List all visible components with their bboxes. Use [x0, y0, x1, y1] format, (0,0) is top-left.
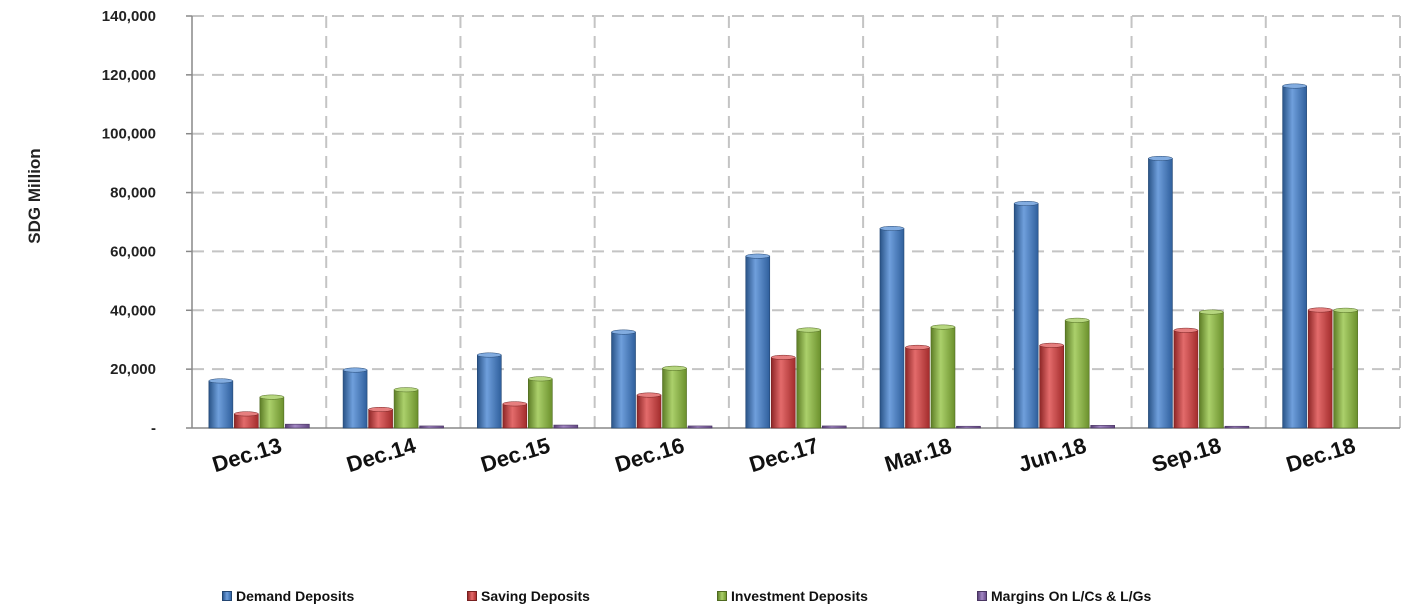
bar-saving-deposits [770, 357, 796, 429]
y-axis-label: SDG Million [25, 148, 44, 243]
bar-margins-on-l-cs-l-gs [821, 425, 847, 429]
bar-top-cap [208, 378, 234, 384]
bar-top-cap [879, 226, 905, 231]
bar-top-cap [1039, 342, 1064, 348]
y-tick-label: 100,000 [102, 126, 156, 143]
x-tick-label: Mar.18 [882, 433, 955, 477]
bar-saving-deposits [502, 403, 528, 429]
legend-label: Investment Deposits [731, 588, 868, 604]
bar-top-cap [393, 387, 419, 393]
bar-top-cap [662, 365, 687, 371]
bar-top-cap [1173, 327, 1199, 333]
bar-investment-deposits [1199, 311, 1224, 429]
bar-margins-on-l-cs-l-gs [1090, 425, 1115, 429]
bar-demand-deposits [879, 228, 905, 429]
bar-investment-deposits [393, 389, 419, 429]
x-tick-label: Dec.18 [1283, 433, 1358, 478]
bar-investment-deposits [1333, 309, 1358, 429]
bar-top-cap [528, 376, 553, 382]
bar-saving-deposits [1173, 329, 1199, 429]
y-tick-label: 60,000 [110, 243, 156, 260]
bar-top-cap [368, 407, 393, 412]
bar-demand-deposits [611, 331, 636, 429]
legend: Demand Deposits Saving Deposits Investment… [222, 588, 1177, 604]
bar-top-cap [745, 253, 770, 259]
legend-item: Margins On L/Cs & L/Gs [977, 588, 1177, 604]
bar-investment-deposits [259, 396, 285, 429]
legend-item: Demand Deposits [222, 588, 467, 604]
x-tick-label: Sep.18 [1149, 433, 1224, 478]
bar-margins-on-l-cs-l-gs [687, 425, 713, 429]
bar-saving-deposits [1307, 309, 1333, 429]
y-tick-label: 120,000 [102, 67, 156, 84]
legend-label: Margins On L/Cs & L/Gs [991, 588, 1152, 604]
x-tick-label: Dec.13 [209, 433, 284, 478]
bar-top-cap [611, 329, 636, 335]
legend-label: Demand Deposits [236, 588, 355, 604]
bar-demand-deposits [745, 255, 771, 429]
bar-demand-deposits [342, 369, 368, 429]
x-tick-label: Dec.17 [746, 433, 821, 478]
bar-demand-deposits [1282, 85, 1307, 429]
bar-demand-deposits [1148, 158, 1173, 429]
legend-label: Saving Deposits [481, 588, 590, 604]
bar-top-cap [1013, 201, 1039, 206]
axes [186, 15, 1400, 429]
bar-investment-deposits [1064, 319, 1090, 429]
bar-saving-deposits [905, 347, 930, 429]
bar-top-cap [1282, 83, 1307, 89]
x-tick-label: Dec.16 [612, 433, 687, 478]
x-tick-label: Jun.18 [1015, 433, 1089, 477]
bar-demand-deposits [208, 380, 234, 429]
bar-top-cap [1064, 317, 1090, 323]
x-tick-labels: Dec.13 Dec.14 Dec.15 Dec.16 Dec.17 Mar.18 Jun.… [209, 432, 1358, 477]
bar-investment-deposits [796, 329, 822, 429]
bar-top-cap [771, 354, 796, 360]
bar-top-cap [477, 352, 502, 358]
bar-margins-on-l-cs-l-gs [956, 425, 981, 429]
bar-margins-on-l-cs-l-gs [285, 423, 310, 429]
bar-top-cap [1307, 307, 1333, 313]
x-tick-label: Dec.15 [478, 433, 553, 478]
bar-top-cap [905, 344, 930, 350]
legend-swatch [467, 591, 477, 601]
bar-investment-deposits [662, 367, 687, 429]
grid-lines [192, 15, 1401, 428]
bar-investment-deposits [528, 378, 553, 429]
bar-margins-on-l-cs-l-gs [553, 424, 579, 429]
bar-demand-deposits [1013, 203, 1039, 429]
y-tick-labels: - 20,000 40,000 60,000 80,000 100,000 120,000 1… [102, 8, 156, 437]
legend-item: Investment Deposits [717, 588, 977, 604]
bar-margins-on-l-cs-l-gs [419, 425, 444, 429]
y-tick-label: 140,000 [102, 8, 156, 25]
x-tick-label: Dec.14 [344, 432, 420, 477]
bar-saving-deposits [368, 409, 393, 429]
bar-top-cap [234, 411, 259, 417]
bar-demand-deposits [477, 354, 502, 429]
bar-margins-on-l-cs-l-gs [1224, 425, 1250, 429]
bar-top-cap [1333, 307, 1358, 313]
bar-top-cap [342, 367, 368, 373]
bar-saving-deposits [636, 394, 662, 429]
bar-top-cap [636, 392, 662, 398]
legend-swatch [977, 591, 987, 601]
bar-top-cap [1148, 155, 1173, 161]
y-tick-label: 80,000 [110, 185, 156, 202]
bar-top-cap [930, 324, 956, 330]
bar-top-cap [259, 394, 285, 400]
bar-top-cap [796, 327, 821, 333]
bar-top-cap [502, 401, 528, 407]
legend-item: Saving Deposits [467, 588, 717, 604]
bar-saving-deposits [1039, 345, 1064, 429]
legend-swatch [222, 591, 232, 601]
y-tick-label: 20,000 [110, 361, 156, 378]
bar-investment-deposits [930, 326, 956, 429]
legend-swatch [717, 591, 727, 601]
bars [208, 83, 1358, 429]
bar-top-cap [1199, 309, 1224, 315]
y-tick-label: - [151, 420, 156, 437]
y-tick-label: 40,000 [110, 302, 156, 319]
